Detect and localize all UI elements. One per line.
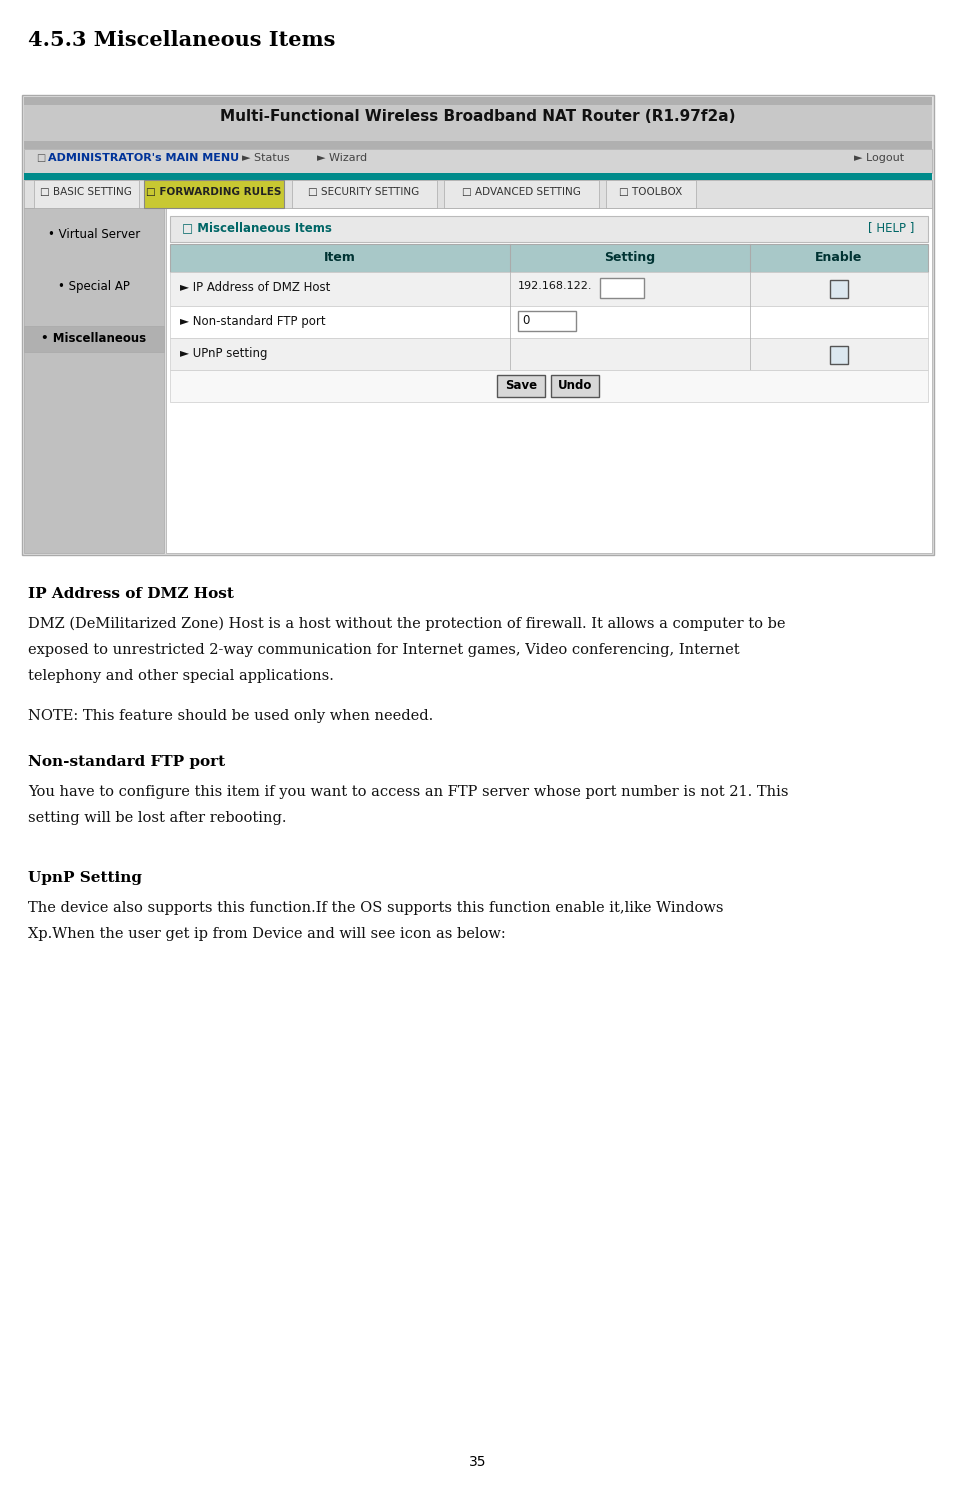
- Bar: [830, 281, 848, 298]
- Bar: [24, 327, 164, 352]
- Text: Xp.When the user get ip from Device and will see icon as below:: Xp.When the user get ip from Device and …: [28, 927, 506, 941]
- Text: 192.168.122.: 192.168.122.: [518, 281, 593, 291]
- Bar: [24, 97, 932, 105]
- Text: Undo: Undo: [557, 379, 592, 392]
- Bar: [518, 310, 576, 331]
- Text: 35: 35: [469, 1455, 487, 1469]
- Bar: [144, 180, 284, 208]
- Text: ► Status: ► Status: [242, 153, 290, 163]
- Bar: [24, 208, 164, 552]
- Text: You have to configure this item if you want to access an FTP server whose port n: You have to configure this item if you w…: [28, 786, 789, 799]
- Bar: [34, 180, 139, 208]
- Text: [ HELP ]: [ HELP ]: [868, 221, 914, 235]
- Text: ► Logout: ► Logout: [854, 153, 904, 163]
- Text: setting will be lost after rebooting.: setting will be lost after rebooting.: [28, 811, 287, 826]
- Bar: [170, 272, 928, 306]
- Bar: [444, 180, 599, 208]
- Text: ► IP Address of DMZ Host: ► IP Address of DMZ Host: [180, 281, 331, 294]
- Bar: [600, 278, 644, 298]
- Text: □ SECURITY SETTING: □ SECURITY SETTING: [309, 187, 420, 198]
- Bar: [292, 180, 437, 208]
- Text: • Special AP: • Special AP: [58, 281, 130, 293]
- Text: NOTE: This feature should be used only when needed.: NOTE: This feature should be used only w…: [28, 708, 433, 723]
- Bar: [170, 215, 928, 242]
- Text: Enable: Enable: [815, 251, 862, 264]
- Bar: [497, 376, 545, 396]
- Text: □ Miscellaneous Items: □ Miscellaneous Items: [182, 221, 332, 235]
- Text: Item: Item: [324, 251, 356, 264]
- Text: IP Address of DMZ Host: IP Address of DMZ Host: [28, 587, 234, 601]
- Bar: [170, 339, 928, 370]
- Bar: [166, 208, 932, 552]
- Text: UpnP Setting: UpnP Setting: [28, 872, 142, 885]
- Bar: [24, 180, 932, 208]
- Bar: [24, 141, 932, 148]
- Bar: [170, 244, 928, 272]
- Bar: [22, 95, 934, 555]
- Text: 4.5.3 Miscellaneous Items: 4.5.3 Miscellaneous Items: [28, 30, 336, 50]
- Text: ► UPnP setting: ► UPnP setting: [180, 347, 268, 359]
- Text: • Virtual Server: • Virtual Server: [48, 229, 141, 241]
- Text: exposed to unrestricted 2-way communication for Internet games, Video conferenci: exposed to unrestricted 2-way communicat…: [28, 643, 740, 656]
- Text: ADMINISTRATOR's MAIN MENU: ADMINISTRATOR's MAIN MENU: [48, 153, 239, 163]
- Text: □ TOOLBOX: □ TOOLBOX: [619, 187, 683, 198]
- Text: • Miscellaneous: • Miscellaneous: [41, 333, 146, 345]
- Text: The device also supports this function.If the OS supports this function enable i: The device also supports this function.I…: [28, 901, 724, 915]
- Text: DMZ (DeMilitarized Zone) Host is a host without the protection of firewall. It a: DMZ (DeMilitarized Zone) Host is a host …: [28, 616, 786, 631]
- Bar: [606, 180, 696, 208]
- Bar: [170, 306, 928, 339]
- Text: ► Wizard: ► Wizard: [317, 153, 367, 163]
- Text: telephony and other special applications.: telephony and other special applications…: [28, 670, 334, 683]
- Text: 0: 0: [522, 313, 530, 327]
- Text: Multi-Functional Wireless Broadband NAT Router (R1.97f2a): Multi-Functional Wireless Broadband NAT …: [220, 108, 736, 125]
- Text: ► Non-standard FTP port: ► Non-standard FTP port: [180, 315, 326, 328]
- Text: □ BASIC SETTING: □ BASIC SETTING: [40, 187, 132, 198]
- Text: Setting: Setting: [604, 251, 656, 264]
- Bar: [24, 148, 932, 172]
- Bar: [551, 376, 599, 396]
- Bar: [24, 172, 932, 180]
- Text: Non-standard FTP port: Non-standard FTP port: [28, 754, 225, 769]
- Bar: [24, 97, 932, 148]
- Text: Save: Save: [505, 379, 537, 392]
- Bar: [170, 370, 928, 402]
- Bar: [830, 346, 848, 364]
- Text: □ ADVANCED SETTING: □ ADVANCED SETTING: [462, 187, 580, 198]
- Text: □: □: [36, 153, 45, 163]
- Text: □ FORWARDING RULES: □ FORWARDING RULES: [146, 187, 282, 198]
